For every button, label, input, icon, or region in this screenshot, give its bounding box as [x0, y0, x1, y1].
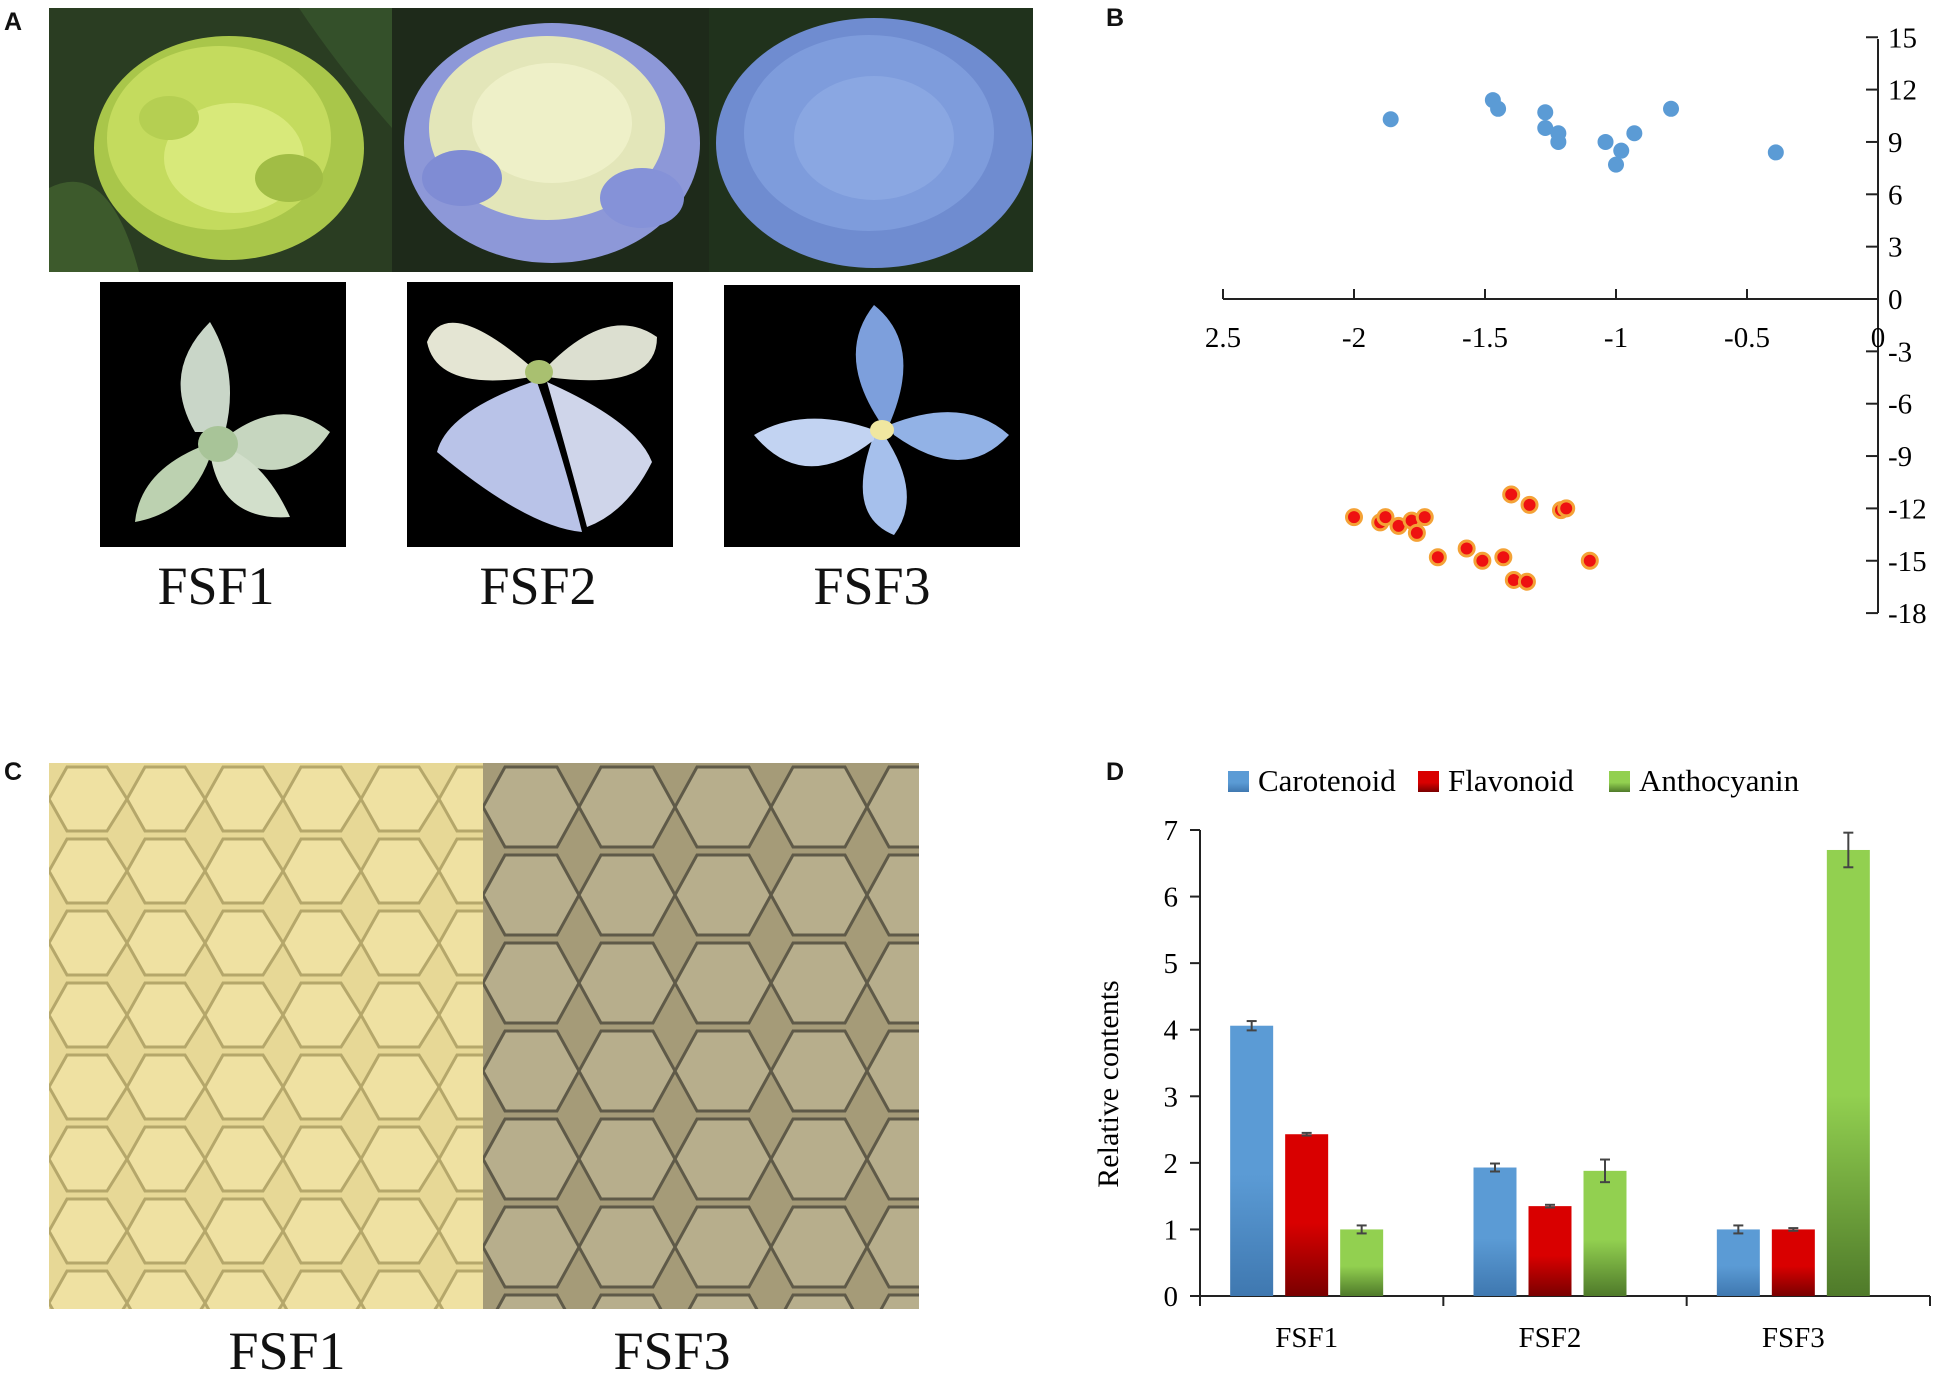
scatter-point-red — [1580, 551, 1599, 570]
bar-carotenoid-fsf2 — [1473, 1167, 1517, 1296]
bar-y-tick-label: 3 — [1164, 1081, 1179, 1113]
scatter-point-red — [1457, 539, 1476, 558]
bar-flavonoid-fsf1 — [1285, 1134, 1329, 1296]
legend-swatch-anthocyanin — [1609, 771, 1630, 792]
panel-b-letter: B — [1106, 4, 1125, 32]
photo-floret-fsf3 — [724, 285, 1020, 547]
micrograph-fsf3 — [483, 763, 919, 1309]
scatter-y-tick-label: 6 — [1888, 179, 1903, 211]
scatter-point-red — [1494, 548, 1513, 567]
legend-swatch-flavonoid — [1418, 771, 1439, 792]
bar-x-tick-label: FSF2 — [1519, 1322, 1582, 1354]
panel-c-label-fsf1: FSF1 — [228, 1321, 346, 1381]
scatter-y-tick-label: 3 — [1888, 232, 1903, 264]
panel-a-letter: A — [4, 8, 23, 36]
panel-c-letter: C — [4, 758, 23, 786]
bar-y-tick-label: 0 — [1164, 1281, 1179, 1313]
scatter-x-tick-label: -0.5 — [1724, 322, 1770, 354]
scatter-point-blue — [1550, 133, 1567, 150]
scatter-y-tick-label: -6 — [1888, 389, 1912, 421]
scatter-y-tick-label: -9 — [1888, 441, 1912, 473]
scatter-point-red — [1345, 508, 1363, 527]
scatter-x-tick-label: 0 — [1871, 322, 1886, 354]
scatter-y-tick-label: -12 — [1888, 493, 1927, 525]
scatter-point-blue — [1597, 133, 1614, 150]
scatter-x-tick-label: -2 — [1342, 322, 1366, 354]
scatter-y-tick-label: 9 — [1888, 127, 1903, 159]
bar-carotenoid-fsf1 — [1230, 1025, 1274, 1296]
scatter-points — [1345, 92, 1784, 591]
bar-series — [1230, 831, 1870, 1296]
bar-y-tick-label: 1 — [1164, 1214, 1179, 1246]
bar-carotenoid-fsf3 — [1716, 1229, 1760, 1296]
scatter-point-blue — [1537, 104, 1554, 121]
bar-y-axis-label: Relative contents — [1092, 980, 1125, 1187]
photo-blue-hydrangea — [709, 8, 1033, 272]
scatter-point-blue — [1537, 119, 1554, 136]
bar-legend: Carotenoid Flavonoid Anthocyanin — [1228, 763, 1800, 798]
photo-green-hydrangea — [49, 8, 392, 272]
bar-anthocyanin-fsf1 — [1340, 1229, 1384, 1296]
scatter-x-tick-label: 2.5 — [1205, 322, 1241, 354]
scatter-point-red — [1428, 548, 1447, 567]
scatter-point-blue — [1490, 100, 1507, 117]
scatter-point-red — [1376, 508, 1395, 527]
panel-a-label-fsf3: FSF3 — [813, 556, 931, 616]
scatter-y-tick-label: 0 — [1888, 284, 1903, 316]
scatter-point-red — [1517, 572, 1536, 591]
photo-floret-fsf1 — [100, 282, 346, 547]
photo-mixed-hydrangea — [392, 8, 709, 272]
scatter-y-tick-label: -3 — [1888, 336, 1912, 368]
photo-floret-fsf2 — [407, 282, 673, 547]
bar-y-tick-label: 5 — [1164, 948, 1179, 980]
scatter-y-tick-label: -18 — [1888, 598, 1927, 630]
scatter-point-red — [1557, 499, 1576, 518]
scatter-point-blue — [1613, 142, 1630, 159]
bar-y-tick-label: 2 — [1164, 1148, 1179, 1180]
scatter-point-red — [1520, 495, 1539, 514]
panel-a-label-fsf1: FSF1 — [157, 556, 275, 616]
legend-label-anthocyanin: Anthocyanin — [1639, 763, 1800, 798]
bar-anthocyanin-fsf2 — [1583, 1170, 1627, 1296]
scatter-point-red — [1473, 551, 1492, 570]
scatter-point-blue — [1626, 125, 1643, 142]
scatter-point-red — [1502, 485, 1521, 504]
panel-d-letter: D — [1106, 758, 1125, 786]
bar-x-tick-label: FSF3 — [1762, 1322, 1825, 1354]
bar-anthocyanin-fsf3 — [1826, 849, 1870, 1296]
scatter-point-blue — [1767, 144, 1784, 161]
bar-chart: Carotenoid Flavonoid Anthocyanin 0 1 2 3 4 5 6 7 R… — [1092, 763, 1931, 1354]
scatter-point-blue — [1382, 111, 1399, 128]
panel-c-label-fsf3: FSF3 — [613, 1321, 731, 1381]
micrograph-fsf1 — [49, 763, 483, 1309]
scatter-x-tick-label: -1.5 — [1462, 322, 1508, 354]
bar-y-tick-label: 7 — [1164, 815, 1179, 847]
scatter-y-tick-label: 15 — [1888, 22, 1917, 54]
scatter-point-red — [1407, 523, 1426, 542]
legend-label-carotenoid: Carotenoid — [1258, 763, 1396, 798]
scatter-point-blue — [1663, 100, 1680, 117]
scatter-y-tick-label: 12 — [1888, 75, 1917, 107]
scatter-point-red — [1415, 508, 1434, 527]
scatter-x-tick-label: -1 — [1604, 322, 1628, 354]
scatter-y-tick-label: -15 — [1888, 546, 1927, 578]
bar-y-tick-label: 4 — [1164, 1015, 1179, 1047]
scatter-point-blue — [1608, 156, 1624, 173]
panel-a-label-fsf2: FSF2 — [479, 556, 597, 616]
bar-flavonoid-fsf2 — [1528, 1206, 1572, 1296]
bar-flavonoid-fsf3 — [1771, 1229, 1815, 1296]
bar-y-tick-label: 6 — [1164, 882, 1179, 914]
bar-x-tick-label: FSF1 — [1275, 1322, 1338, 1354]
legend-swatch-carotenoid — [1228, 771, 1249, 792]
legend-label-flavonoid: Flavonoid — [1448, 763, 1574, 798]
